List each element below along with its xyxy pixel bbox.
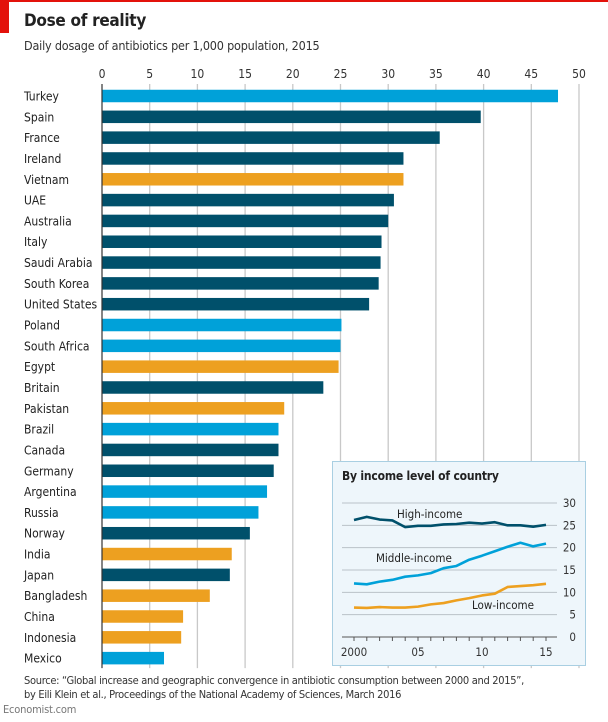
bar-canada	[102, 443, 279, 457]
x-tick-label: 15	[539, 645, 552, 659]
bar-egypt	[102, 360, 339, 373]
bar-united-states	[102, 297, 370, 311]
bar-france	[102, 131, 440, 144]
bar-italy	[102, 235, 382, 248]
bar-saudi-arabia	[102, 256, 381, 269]
x-tick-label: 2000	[341, 645, 367, 659]
category-label: Italy	[24, 235, 48, 249]
category-label: UAE	[24, 194, 46, 208]
bar-uae	[102, 193, 394, 207]
category-label: France	[24, 131, 60, 145]
red-tab-marker	[0, 0, 9, 33]
category-label: Ireland	[24, 152, 61, 166]
category-label: Bangladesh	[24, 589, 87, 603]
y-tick-label: 20	[563, 541, 576, 555]
bar-mexico	[102, 651, 165, 665]
y-tick-label: 5	[569, 608, 576, 622]
x-tick-label: 20	[286, 67, 300, 81]
x-tick-label: 10	[191, 67, 205, 81]
line-high-income	[353, 515, 547, 529]
category-label: Pakistan	[24, 402, 69, 416]
chart-subtitle: Daily dosage of antibiotics per 1,000 po…	[24, 38, 320, 53]
category-label: Turkey	[23, 90, 60, 104]
bar-south-africa	[102, 339, 341, 353]
category-label: Argentina	[24, 485, 77, 499]
x-tick-label: 40	[477, 67, 491, 81]
category-label: Saudi Arabia	[24, 256, 93, 270]
y-tick-label: 15	[563, 563, 576, 577]
bar-bangladesh	[102, 589, 210, 602]
bar-india	[102, 547, 232, 561]
source-note: Source: “Global increase and geographic …	[24, 674, 524, 702]
bar-japan	[102, 568, 230, 582]
category-label: India	[24, 548, 51, 562]
bar-argentina	[102, 485, 268, 498]
category-label: Norway	[24, 527, 66, 541]
category-label: Australia	[24, 214, 72, 228]
source-line-2: by Eili Klein et al., Proceedings of the…	[24, 688, 402, 701]
chart-title: Dose of reality	[24, 11, 146, 31]
category-label: Brazil	[24, 423, 54, 437]
bar-spain	[102, 110, 481, 124]
bar-vietnam	[102, 173, 404, 186]
category-label: Japan	[23, 568, 54, 582]
bar-pakistan	[102, 402, 285, 415]
x-tick-label: 05	[411, 645, 424, 659]
bar-britain	[102, 381, 324, 394]
category-label: South Korea	[24, 277, 89, 291]
x-tick-label: 5	[146, 67, 153, 81]
bar-germany	[102, 464, 274, 478]
x-tick-label: 50	[572, 67, 586, 81]
y-tick-label: 30	[563, 496, 576, 510]
bar-china	[102, 610, 184, 623]
brand-credit: Economist.com	[3, 703, 77, 716]
category-label: Spain	[24, 110, 54, 124]
bar-poland	[102, 318, 342, 332]
category-label: Canada	[24, 443, 65, 457]
bar-turkey	[102, 89, 559, 103]
bar-russia	[102, 506, 259, 519]
series-label: Low-income	[472, 598, 534, 612]
y-tick-label: 0	[569, 630, 576, 644]
inset-title: By income level of country	[342, 469, 499, 483]
category-label: United States	[24, 298, 97, 312]
x-tick-label: 45	[524, 67, 538, 81]
x-tick-label: 10	[475, 645, 488, 659]
x-tick-label: 15	[238, 67, 252, 81]
x-tick-label: 0	[99, 67, 106, 81]
source-line-1: Source: “Global increase and geographic …	[24, 674, 524, 687]
x-tick-label: 30	[381, 67, 395, 81]
category-label: South Africa	[24, 339, 90, 353]
category-label: China	[24, 610, 55, 624]
bar-ireland	[102, 152, 404, 165]
category-label: Germany	[24, 464, 74, 478]
series-label: Middle-income	[376, 551, 452, 565]
series-label: High-income	[397, 507, 462, 521]
line-low-income	[353, 582, 547, 610]
category-label: Britain	[24, 381, 60, 395]
bar-indonesia	[102, 631, 182, 644]
bar-australia	[102, 214, 389, 228]
x-tick-label: 25	[334, 67, 348, 81]
x-tick-label: 35	[429, 67, 443, 81]
category-label: Russia	[24, 506, 59, 520]
line-middle-income	[353, 541, 547, 586]
category-label: Poland	[24, 319, 60, 333]
y-tick-label: 10	[563, 585, 576, 599]
top-rule	[0, 0, 608, 2]
bar-norway	[102, 526, 250, 540]
category-label: Mexico	[24, 652, 62, 666]
bar-brazil	[102, 422, 279, 436]
bar-south-korea	[102, 277, 379, 290]
category-label: Egypt	[24, 360, 55, 374]
category-label: Vietnam	[24, 173, 69, 187]
y-tick-label: 25	[563, 518, 576, 532]
category-label: Indonesia	[24, 631, 76, 645]
